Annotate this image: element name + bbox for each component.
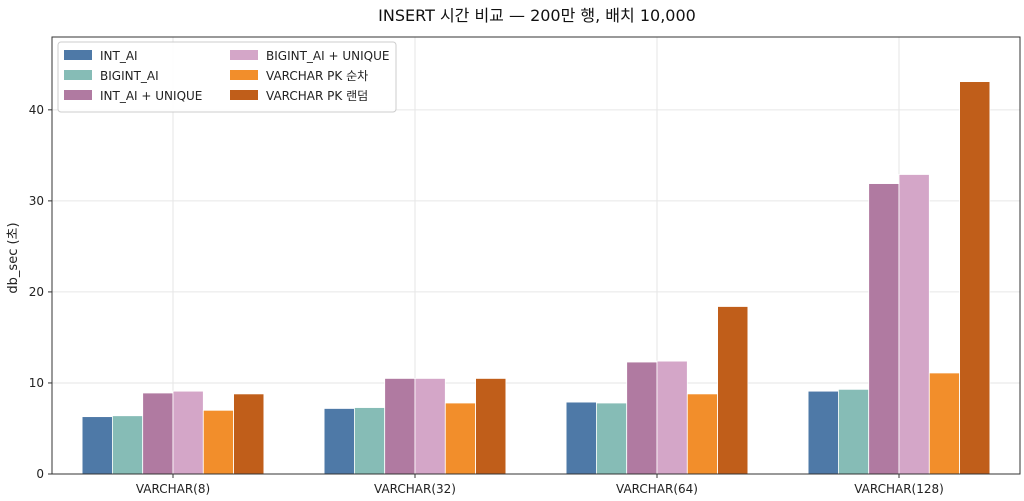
plot-frame xyxy=(51,36,1021,475)
bar xyxy=(717,306,749,475)
bar xyxy=(414,378,446,475)
legend-box xyxy=(57,41,397,113)
bar xyxy=(596,402,628,475)
legend-label: VARCHAR PK 순차 xyxy=(266,69,368,83)
legend-label: BIGINT_AI xyxy=(100,69,159,83)
y-tick-label: 0 xyxy=(36,467,44,481)
legend-label: INT_AI + UNIQUE xyxy=(100,89,202,103)
bar xyxy=(868,183,900,475)
bar xyxy=(384,378,416,475)
legend-label: INT_AI xyxy=(100,49,138,63)
bar xyxy=(959,81,991,475)
bar xyxy=(686,393,718,475)
bar xyxy=(323,408,355,475)
bar xyxy=(233,393,265,475)
x-tick-label: VARCHAR(32) xyxy=(374,482,456,496)
legend-swatch xyxy=(230,70,258,80)
bar xyxy=(444,402,476,475)
legend-swatch xyxy=(64,50,92,60)
legend-swatch xyxy=(64,90,92,100)
y-tick-label: 40 xyxy=(29,103,44,117)
bar xyxy=(202,409,235,475)
bar xyxy=(142,392,174,475)
axes: 0 10 20 30 40 VARCHAR(8) VARCHAR(32) VARCHAR(64… xyxy=(29,103,944,496)
legend: INT_AI BIGINT_AI INT_AI + UNIQUE BIGINT_AI … xyxy=(57,41,397,113)
bar xyxy=(565,401,597,475)
bar xyxy=(112,415,144,475)
bar xyxy=(172,390,204,475)
bar xyxy=(838,388,870,475)
x-tick-label: VARCHAR(64) xyxy=(616,482,698,496)
bar xyxy=(928,372,960,475)
chart-title: INSERT 시간 비교 — 200만 행, 배치 10,000 xyxy=(378,6,696,25)
legend-swatch xyxy=(64,70,92,80)
legend-label: VARCHAR PK 랜덤 xyxy=(266,89,368,103)
x-tick-label: VARCHAR(8) xyxy=(136,482,210,496)
y-axis-label: db_sec (초) xyxy=(6,222,21,293)
y-tick-label: 10 xyxy=(29,376,44,390)
bar xyxy=(898,174,930,475)
bar xyxy=(656,360,688,475)
bar xyxy=(81,416,113,475)
bar xyxy=(475,378,507,475)
x-tick-label: VARCHAR(128) xyxy=(854,482,944,496)
bars xyxy=(81,81,991,475)
legend-swatch xyxy=(230,90,258,100)
legend-label: BIGINT_AI + UNIQUE xyxy=(266,49,389,63)
y-tick-label: 20 xyxy=(29,285,44,299)
bar xyxy=(353,407,386,475)
bar xyxy=(807,390,839,475)
y-tick-label: 30 xyxy=(29,194,44,208)
legend-swatch xyxy=(230,50,258,60)
bar xyxy=(626,361,658,475)
